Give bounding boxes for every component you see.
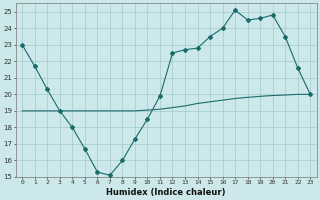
X-axis label: Humidex (Indice chaleur): Humidex (Indice chaleur) [107, 188, 226, 197]
